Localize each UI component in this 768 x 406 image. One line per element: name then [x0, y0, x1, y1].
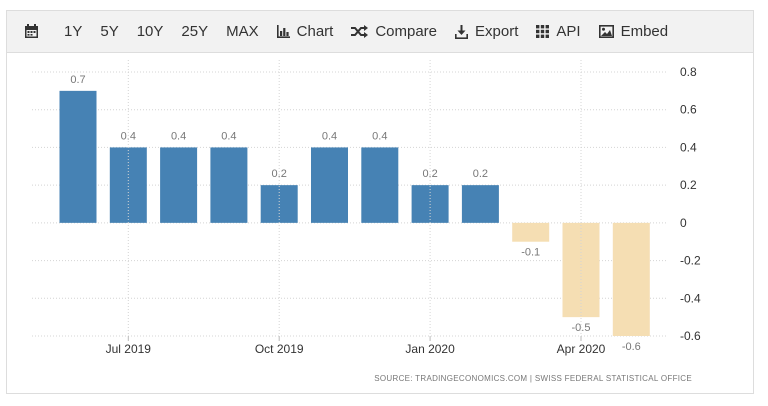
grid-icon	[536, 25, 553, 38]
bar[interactable]	[512, 222, 550, 242]
range-1y-button[interactable]: 1Y	[55, 11, 91, 53]
export-label: Export	[475, 23, 519, 40]
data-label: 0.4	[372, 130, 387, 142]
range-max-button[interactable]: MAX	[217, 11, 268, 53]
y-tick-label: 0.8	[680, 65, 697, 79]
compare-label: Compare	[375, 23, 438, 40]
bar[interactable]	[612, 222, 650, 336]
range-25y-button[interactable]: 25Y	[172, 11, 217, 53]
range-5y-button[interactable]: 5Y	[91, 11, 127, 53]
compare-button[interactable]: Compare	[342, 11, 446, 53]
data-label: 0.7	[70, 74, 85, 86]
y-tick-label: -0.4	[680, 291, 701, 305]
download-icon	[455, 24, 472, 39]
bar-chart-icon	[276, 25, 294, 38]
bar[interactable]	[311, 147, 348, 223]
data-label: 0.4	[221, 130, 236, 142]
shuffle-icon	[351, 25, 372, 38]
api-button[interactable]: API	[527, 11, 589, 53]
bar[interactable]	[160, 147, 198, 223]
api-label: API	[556, 23, 581, 40]
range-25y-label: 25Y	[181, 23, 209, 40]
y-tick-label: -0.6	[680, 329, 701, 343]
x-tick-label: Apr 2020	[557, 342, 606, 356]
x-tick-label: Jan 2020	[405, 342, 455, 356]
data-label: 0.4	[322, 130, 337, 142]
chart-toolbar: 1Y 5Y 10Y 25Y MAX Chart Compare Export API Embed	[7, 11, 753, 53]
x-tick-label: Oct 2019	[255, 342, 304, 356]
image-icon	[598, 25, 618, 38]
bar[interactable]	[109, 147, 147, 223]
source-text: SOURCE: TRADINGECONOMICS.COM | SWISS FED…	[374, 374, 692, 383]
data-label: -0.6	[622, 341, 641, 353]
range-10y-label: 10Y	[136, 23, 164, 40]
embed-label: Embed	[620, 23, 669, 40]
embed-button[interactable]: Embed	[590, 11, 678, 53]
bar[interactable]	[59, 90, 97, 223]
y-tick-label: 0	[680, 216, 687, 230]
y-tick-label: 0.6	[680, 103, 697, 117]
range-1y-label: 1Y	[64, 23, 83, 40]
bar[interactable]	[461, 185, 499, 223]
x-tick-label: Jul 2019	[106, 342, 152, 356]
export-button[interactable]: Export	[446, 11, 527, 53]
range-10y-button[interactable]: 10Y	[128, 11, 173, 53]
bar[interactable]	[210, 147, 248, 223]
y-tick-label: 0.4	[680, 140, 697, 154]
chart-button[interactable]: Chart	[268, 11, 343, 53]
chart-label: Chart	[296, 23, 334, 40]
calendar-icon[interactable]	[15, 11, 55, 53]
bar[interactable]	[361, 147, 399, 223]
data-label: -0.1	[521, 247, 540, 259]
range-5y-label: 5Y	[100, 23, 119, 40]
data-label: 0.2	[473, 168, 488, 180]
y-tick-label: 0.2	[680, 178, 697, 192]
data-label: 0.4	[121, 130, 136, 142]
data-label: -0.5	[572, 322, 591, 334]
y-tick-label: -0.2	[680, 254, 701, 268]
data-label: 0.4	[171, 130, 186, 142]
range-max-label: MAX	[226, 23, 259, 40]
